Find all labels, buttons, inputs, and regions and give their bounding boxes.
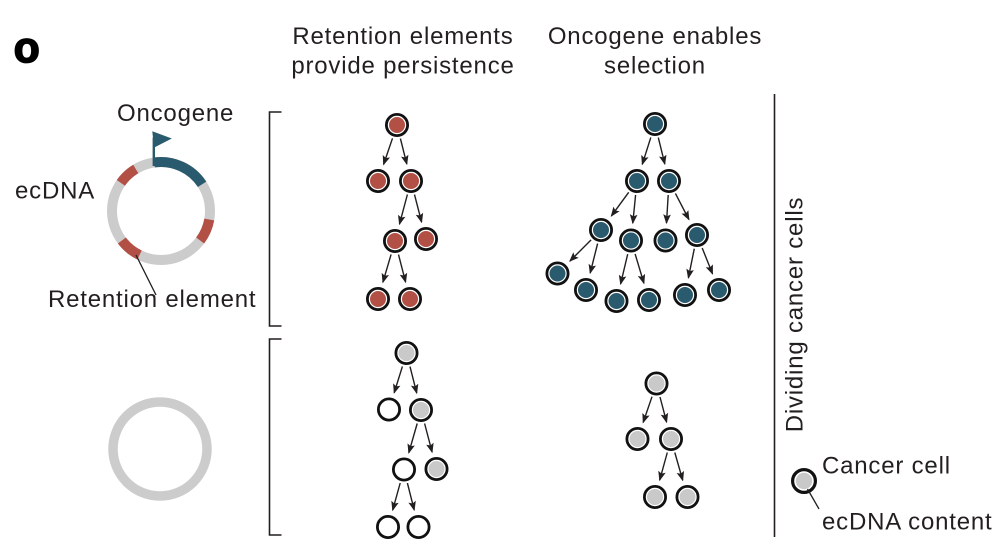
- svg-text:Oncogene: Oncogene: [117, 100, 234, 127]
- svg-text:Oncogene enables: Oncogene enables: [548, 23, 762, 50]
- svg-text:Cancer cell: Cancer cell: [822, 453, 951, 480]
- svg-text:ecDNA: ecDNA: [15, 178, 95, 205]
- svg-text:Dividing cancer cells: Dividing cancer cells: [782, 197, 809, 433]
- svg-text:ecDNA content: ecDNA content: [822, 509, 993, 536]
- svg-text:Retention element: Retention element: [48, 286, 256, 313]
- svg-text:provide persistence: provide persistence: [291, 53, 514, 80]
- svg-text:selection: selection: [604, 53, 706, 80]
- svg-text:o: o: [14, 25, 40, 72]
- svg-text:Retention elements: Retention elements: [292, 23, 513, 50]
